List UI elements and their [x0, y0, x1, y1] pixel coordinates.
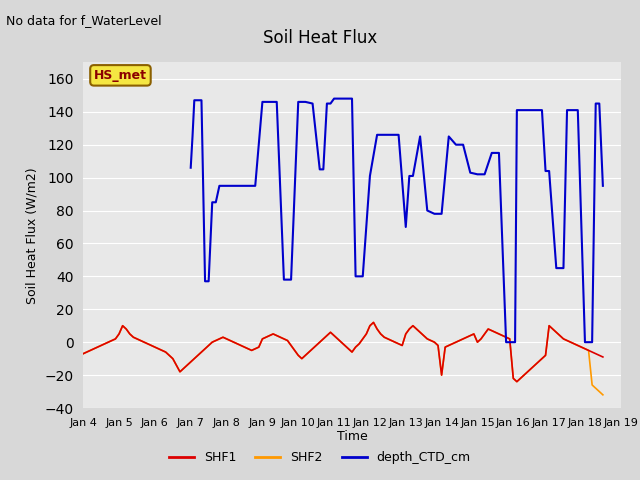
Text: HS_met: HS_met [94, 69, 147, 82]
Text: No data for f_WaterLevel: No data for f_WaterLevel [6, 14, 162, 27]
Text: Soil Heat Flux: Soil Heat Flux [263, 29, 377, 47]
Y-axis label: Soil Heat Flux (W/m2): Soil Heat Flux (W/m2) [26, 167, 39, 303]
X-axis label: Time: Time [337, 431, 367, 444]
Legend: SHF1, SHF2, depth_CTD_cm: SHF1, SHF2, depth_CTD_cm [164, 446, 476, 469]
